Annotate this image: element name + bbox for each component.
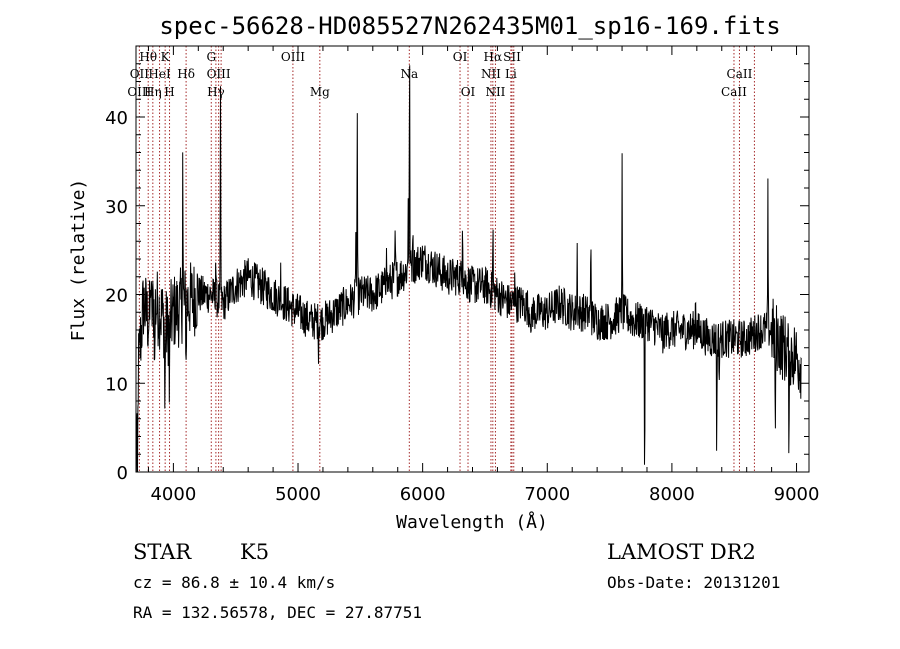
plot-frame [135,45,810,473]
y-tick-label: 20 [105,286,128,307]
x-tick-label: 9000 [774,484,820,505]
y-axis-label: Flux (relative) [68,179,89,342]
marker-label: CaII [721,85,747,99]
marker-label: HeI [148,67,171,81]
marker-label: Hγ [207,85,225,99]
marker-label: OIII [281,50,305,64]
marker-label: H [164,85,174,99]
marker-label: OIII [207,67,231,81]
marker-label: CaII [727,67,753,81]
marker-label: Hθ [139,50,157,64]
chart-title: spec-56628-HD085527N262435M01_sp16-169.f… [159,12,780,40]
x-tick-label: 4000 [150,484,196,505]
marker-label: SII [503,50,521,64]
marker-label: OI [461,85,476,99]
x-tick-label: 8000 [649,484,695,505]
marker-label: Hα [484,50,503,64]
y-tick-label: 40 [105,108,128,129]
spectrum-line [135,65,802,473]
survey-name: LAMOST DR2 [607,540,756,564]
marker-label: Mg [310,85,330,99]
x-axis-label: Wavelength (Å) [396,511,548,533]
x-tick-label: 7000 [524,484,570,505]
coordinates: RA = 132.56578, DEC = 27.87751 [133,603,422,622]
marker-label: G [206,50,216,64]
marker-label: OI [453,50,468,64]
marker-label: NII [481,67,501,81]
marker-label: OIII [127,85,151,99]
redshift-readout: cz = 86.8 ± 10.4 km/s [133,573,336,592]
marker-label: K [161,50,171,64]
marker-label: Hδ [177,67,195,81]
axis-ticks: 4000 5000 6000 7000 8000 9000 0 10 20 30 40 [105,46,819,505]
x-tick-label: 5000 [275,484,321,505]
marker-label: OII [130,67,150,81]
y-tick-label: 30 [105,197,128,218]
marker-label: Li [505,67,517,81]
object-type: STAR [133,540,192,564]
x-tick-label: 6000 [400,484,446,505]
marker-label: NII [485,85,505,99]
marker-label: Hη [144,85,162,99]
subclass: K5 [240,540,270,564]
obs-date: Obs-Date: 20131201 [607,573,781,592]
y-tick-label: 0 [117,463,128,484]
y-tick-label: 10 [105,374,128,395]
